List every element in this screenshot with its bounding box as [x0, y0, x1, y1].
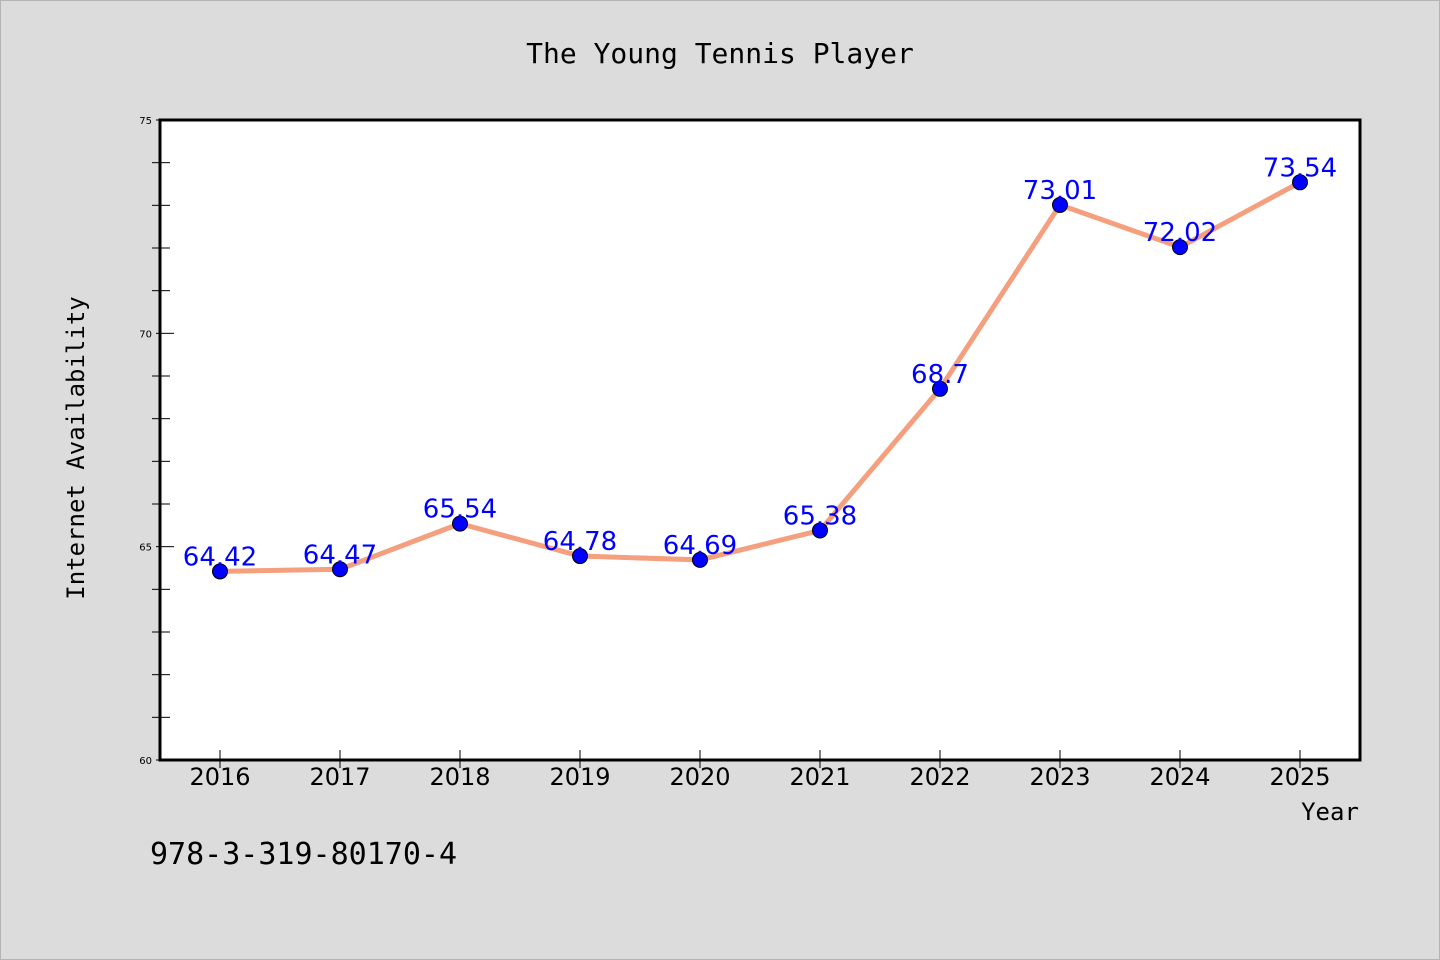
x-tick-label: 2023: [1029, 763, 1090, 791]
data-label: 64.69: [663, 531, 737, 561]
x-tick-label: 2022: [909, 763, 970, 791]
data-point: [572, 548, 588, 565]
y-axis-ticks: 60 65 70 75: [139, 116, 174, 767]
data-point: [932, 380, 948, 397]
x-tick-label: 2016: [189, 763, 250, 791]
y-tick-label: 70: [139, 329, 152, 340]
data-label: 72.02: [1143, 218, 1217, 248]
data-label: 64.42: [183, 542, 257, 572]
x-tick-label: 2019: [549, 763, 610, 791]
data-point: [1292, 174, 1308, 191]
footer-code: 978-3-319-80170-4: [150, 837, 457, 872]
data-label: 73.54: [1263, 153, 1337, 183]
y-tick-label: 60: [139, 756, 152, 767]
data-point: [692, 551, 708, 568]
x-tick-label: 2021: [789, 763, 850, 791]
data-label: 68.7: [911, 360, 969, 390]
plot-area: [158, 118, 1362, 762]
x-tick-label: 2025: [1269, 763, 1330, 791]
y-axis-label: Internet Availability: [62, 296, 90, 599]
x-tick-label: 2020: [669, 763, 730, 791]
data-label: 64.47: [303, 540, 377, 570]
chart-title: The Young Tennis Player: [526, 37, 914, 70]
data-label: 65.38: [783, 501, 857, 531]
data-label: 64.78: [543, 527, 617, 557]
series-layer: 64.42 64.47 65.54 64.78 64.69 65.38 68.7 73.01 7…: [183, 153, 1337, 580]
data-point: [452, 515, 468, 532]
x-axis-label: Year: [1301, 798, 1359, 826]
data-point: [1052, 196, 1068, 213]
y-tick-label: 75: [139, 116, 152, 127]
x-tick-label: 2017: [309, 763, 370, 791]
data-point: [1172, 239, 1188, 256]
data-point: [812, 522, 828, 539]
x-axis-ticks: 2016 2017 2018 2019 2020 2021 2022 2023 2024 2025: [189, 750, 1331, 791]
x-tick-label: 2024: [1149, 763, 1210, 791]
data-point: [332, 561, 348, 578]
data-point: [212, 563, 228, 580]
data-label: 73.01: [1023, 176, 1097, 206]
series-line: [217, 179, 1303, 574]
x-tick-label: 2018: [429, 763, 490, 791]
y-tick-label: 65: [139, 543, 152, 554]
data-label: 65.54: [423, 495, 497, 525]
